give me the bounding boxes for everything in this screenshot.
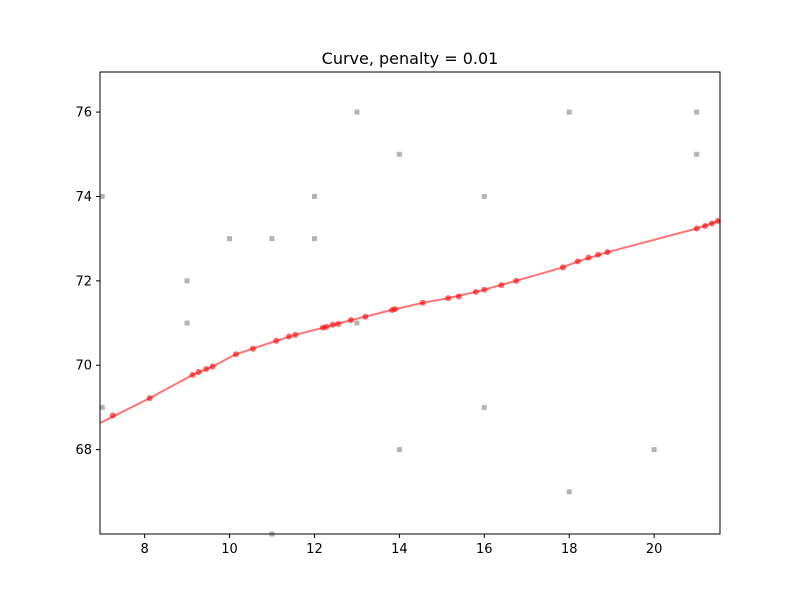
axes: 8 10 12 14 16 18 20 68 70 72 74 76 — [75, 71, 721, 557]
data-point-observed — [481, 193, 487, 199]
data-point-fit — [604, 249, 611, 256]
data-point-observed — [227, 236, 233, 242]
data-point-fit — [419, 299, 426, 306]
data-point-fit — [445, 295, 452, 302]
data-point-observed — [354, 109, 360, 115]
data-point-observed — [481, 404, 487, 410]
y-tick-label: 68 — [75, 443, 92, 458]
data-point-observed — [184, 320, 190, 326]
data-point-fit — [595, 251, 602, 258]
data-point-observed — [694, 109, 700, 115]
data-point-fit — [249, 345, 256, 352]
data-point-fit — [195, 368, 202, 375]
data-point-fit — [323, 323, 330, 330]
data-point-observed — [269, 236, 275, 242]
data-point-fit — [362, 313, 369, 320]
data-point-fit — [714, 217, 721, 224]
data-point-observed — [311, 193, 317, 199]
x-tick-label: 10 — [221, 542, 238, 557]
data-point-fit — [472, 288, 479, 295]
data-point-fit — [498, 282, 505, 289]
data-point-fit — [585, 254, 592, 261]
data-point-fit — [329, 321, 336, 328]
data-point-fit — [203, 366, 210, 373]
x-tick-label: 20 — [646, 542, 663, 557]
data-point-fit — [273, 337, 280, 344]
data-point-fit — [693, 225, 700, 232]
data-point-fit — [455, 293, 462, 300]
data-point-fit — [347, 317, 354, 324]
data-point-fit — [109, 412, 116, 419]
data-point-observed — [651, 447, 657, 453]
y-tick-label: 70 — [75, 359, 92, 374]
data-point-fit — [146, 395, 153, 402]
data-point-fit — [559, 264, 566, 271]
data-point-fit — [392, 306, 399, 313]
data-point-fit — [209, 363, 216, 370]
data-point-observed — [99, 193, 105, 199]
data-point-observed — [396, 447, 402, 453]
y-tick-label: 74 — [75, 190, 92, 205]
x-tick-label: 14 — [391, 542, 408, 557]
data-point-fit — [481, 286, 488, 293]
data-point-observed — [311, 236, 317, 242]
observed-points — [99, 109, 700, 537]
plot-frame — [99, 71, 721, 535]
data-point-fit — [574, 258, 581, 265]
x-tick-label: 12 — [306, 542, 323, 557]
data-point-observed — [354, 320, 360, 326]
x-tick-label: 16 — [476, 542, 493, 557]
data-point-observed — [566, 489, 572, 495]
data-point-observed — [566, 109, 572, 115]
data-point-fit — [285, 333, 292, 340]
chart-title: Curve, penalty = 0.01 — [322, 49, 499, 68]
x-tick-label: 18 — [561, 542, 578, 557]
data-point-fit — [189, 371, 196, 378]
data-point-observed — [184, 278, 190, 284]
data-point-fit — [292, 331, 299, 338]
data-point-fit — [513, 277, 520, 284]
data-point-fit — [702, 223, 709, 229]
fit-line — [99, 219, 721, 424]
fit-series — [99, 217, 721, 424]
data-point-observed — [694, 151, 700, 157]
x-tick-label: 8 — [140, 542, 148, 557]
data-point-fit — [335, 320, 342, 327]
data-point-fit — [708, 220, 715, 227]
y-tick-label: 72 — [75, 274, 92, 289]
y-tick-label: 76 — [75, 106, 92, 121]
data-point-observed — [396, 151, 402, 157]
data-point-fit — [232, 351, 239, 358]
data-point-observed — [99, 404, 105, 410]
